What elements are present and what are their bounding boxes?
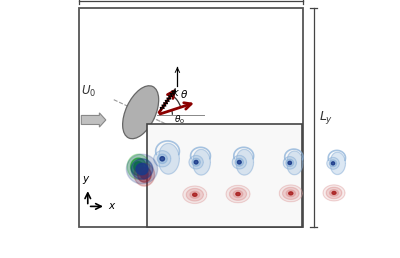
Ellipse shape	[123, 86, 159, 139]
Polygon shape	[157, 154, 167, 164]
Text: $x$: $x$	[108, 201, 117, 211]
Polygon shape	[193, 149, 210, 175]
Polygon shape	[138, 167, 151, 182]
Polygon shape	[236, 192, 240, 196]
Polygon shape	[323, 185, 345, 201]
Polygon shape	[283, 157, 296, 169]
Polygon shape	[236, 149, 254, 175]
Polygon shape	[160, 157, 164, 161]
Polygon shape	[226, 185, 250, 203]
Polygon shape	[330, 160, 337, 167]
Polygon shape	[127, 154, 150, 179]
Polygon shape	[154, 151, 171, 167]
Polygon shape	[190, 191, 200, 198]
Text: $y$: $y$	[82, 174, 91, 186]
FancyArrow shape	[81, 113, 106, 127]
Polygon shape	[192, 158, 200, 166]
Polygon shape	[330, 190, 338, 196]
Polygon shape	[189, 155, 203, 169]
Polygon shape	[131, 158, 146, 175]
Bar	[147, 124, 302, 227]
Polygon shape	[327, 157, 339, 169]
Polygon shape	[238, 160, 241, 164]
Polygon shape	[287, 151, 303, 175]
Polygon shape	[186, 189, 203, 201]
Polygon shape	[134, 163, 154, 186]
Polygon shape	[289, 192, 293, 195]
Polygon shape	[331, 152, 346, 174]
Polygon shape	[326, 187, 342, 199]
Polygon shape	[126, 154, 158, 184]
Polygon shape	[136, 163, 148, 175]
Polygon shape	[286, 159, 294, 166]
Polygon shape	[283, 187, 299, 199]
Text: $\theta_0$: $\theta_0$	[174, 113, 185, 126]
Polygon shape	[233, 191, 243, 198]
Polygon shape	[332, 191, 336, 194]
Polygon shape	[235, 158, 244, 166]
Polygon shape	[183, 186, 207, 204]
Text: $L_y$: $L_y$	[319, 109, 334, 126]
Polygon shape	[286, 190, 296, 197]
Bar	[79, 8, 303, 227]
Text: $U_0$: $U_0$	[82, 84, 97, 99]
Polygon shape	[332, 162, 335, 165]
Polygon shape	[194, 160, 198, 164]
Polygon shape	[141, 171, 148, 179]
Polygon shape	[232, 155, 246, 169]
Polygon shape	[193, 193, 197, 196]
Polygon shape	[131, 159, 153, 179]
Polygon shape	[230, 188, 246, 200]
Polygon shape	[288, 161, 292, 165]
Text: $k$: $k$	[172, 86, 180, 98]
Polygon shape	[134, 162, 143, 172]
Polygon shape	[159, 143, 179, 174]
Text: $\theta$: $\theta$	[180, 88, 188, 100]
Polygon shape	[279, 185, 302, 202]
